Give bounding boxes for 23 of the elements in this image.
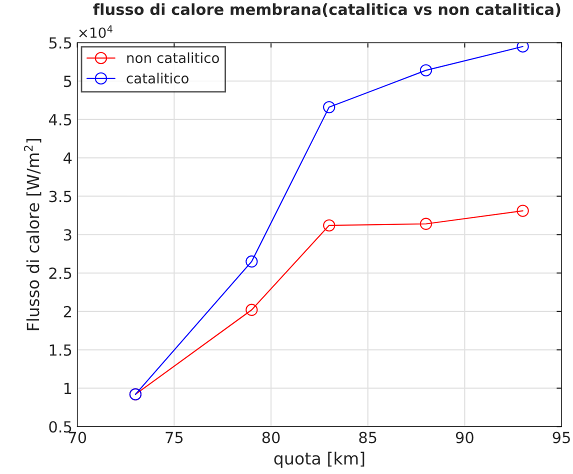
y-tick-label: 5.5 [49,37,72,49]
y-tick-label: 2 [64,306,71,318]
chart-title: flusso di calore membrana(catalitica vs non catalitica) [93,3,560,17]
x-tick-label: 75 [166,432,183,444]
y-tick-label: 4 [64,152,72,164]
y-tick-label: 0.5 [49,421,72,433]
x-tick-label: 90 [456,432,474,444]
x-tick-label: 80 [262,432,280,444]
x-axis-title: quota [km] [274,452,364,468]
y-tick-label: 1.5 [50,344,72,356]
legend-label: catalitico [126,72,188,84]
x-tick-label: 85 [359,432,376,444]
x-tick-label: 95 [552,432,570,444]
legend-label: non catalitico [127,52,219,64]
y-tick-label: 4.5 [48,114,72,126]
y-tick-label: 3.5 [49,190,72,202]
y-axis-title: Flusso di calore [W/m$^{2}$] [24,139,42,330]
y-tick-label: 3 [64,229,72,241]
text: ×10$^{4}$ [79,25,112,38]
y-tick-label: 1 [64,382,72,394]
x-tick-label: 70 [68,432,86,444]
y-tick-label: 5 [64,76,72,88]
y-tick-label: 2.5 [49,267,72,280]
